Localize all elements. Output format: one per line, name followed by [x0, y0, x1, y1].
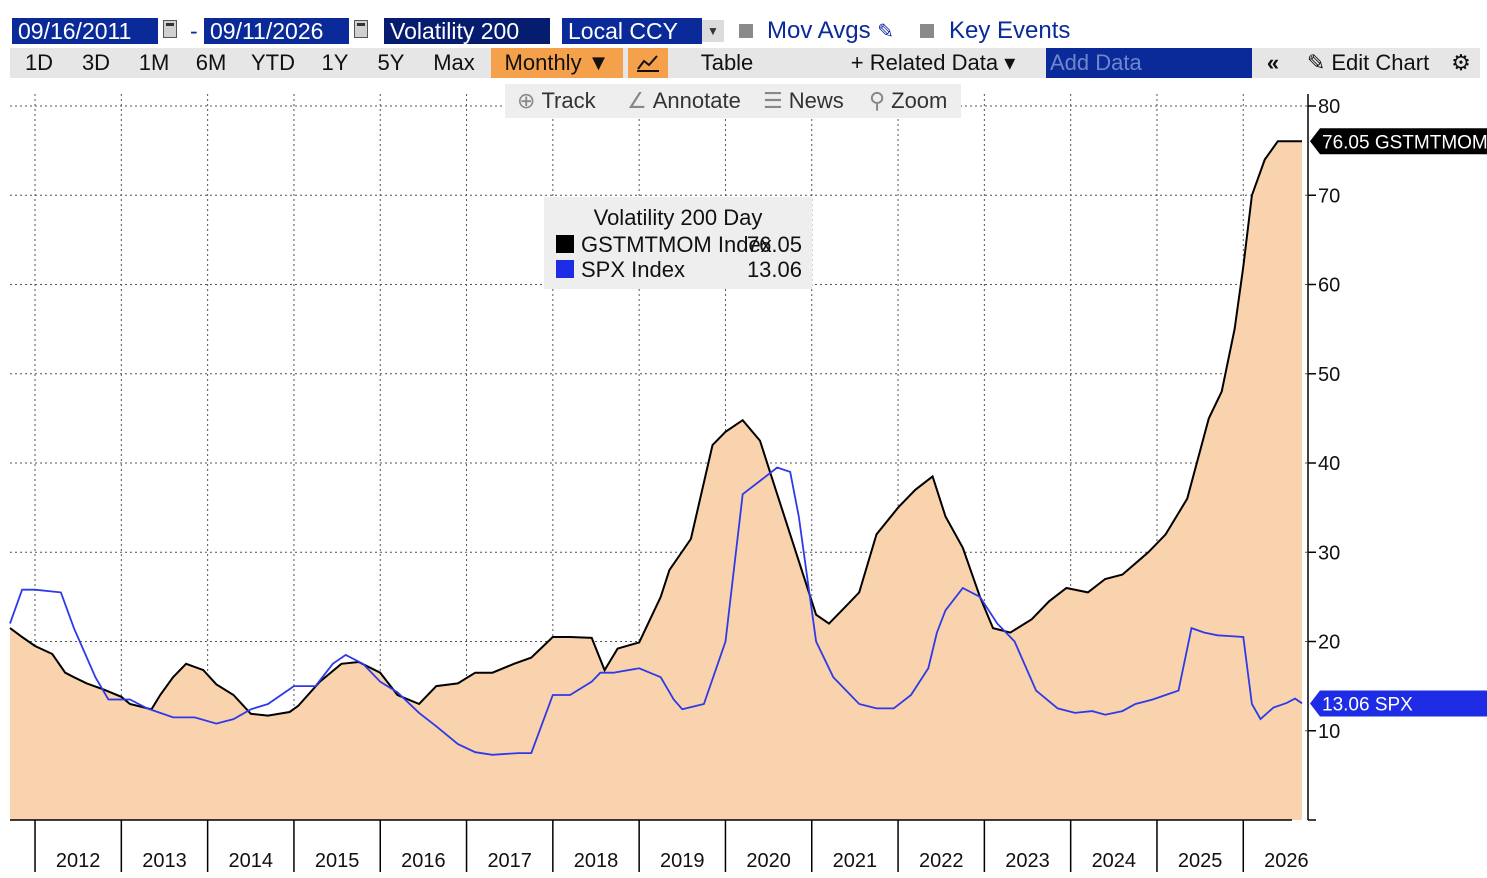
range-button-6m[interactable]: 6M: [195, 50, 227, 75]
gstmtmom-area: [10, 141, 1302, 821]
gstmtmom-line: [9, 140, 1302, 717]
checkbox-mov-avgs[interactable]: [739, 24, 753, 38]
range-button-ytd[interactable]: YTD: [251, 50, 295, 75]
range-button-1d[interactable]: 1D: [24, 50, 54, 75]
news-tool[interactable]: ☰ News: [763, 88, 844, 113]
y-tick-label: 80: [1318, 96, 1340, 118]
legend-value-gstmtmom: 76.05: [746, 232, 802, 257]
pencil-icon[interactable]: ✎: [877, 21, 895, 43]
axes: 80 70 60 50 40 30 20 10 2012 2013 2014 2015 2016 2017…: [10, 94, 1487, 872]
toolbar: 1D 3D 1M 6M YTD 1Y 5Y Max Monthly ▼ Tabl…: [10, 48, 1480, 78]
last-value-tag-bg: [1310, 128, 1487, 155]
x-tick-label: 2020: [746, 850, 791, 872]
add-data-input[interactable]: Add Data: [1046, 48, 1252, 78]
last-value-tag-bg: [1310, 690, 1487, 717]
annotate-icon: ∠: [627, 88, 647, 113]
x-tick-label: 2014: [229, 850, 274, 872]
x-tick-label: 2026: [1264, 850, 1309, 872]
currency-selector[interactable]: Local CCY: [562, 18, 702, 44]
study-selector[interactable]: Volatility 200: [384, 18, 550, 44]
calendar-icon[interactable]: [354, 20, 368, 38]
range-button-1y[interactable]: 1Y: [321, 50, 349, 75]
chart-tools: ⊕ Track ∠ Annotate ☰ News ⚲ Zoom: [505, 84, 961, 118]
key-events-link[interactable]: Key Events: [949, 17, 1071, 44]
y-tick-label: 50: [1318, 364, 1340, 386]
y-tick-label: 60: [1318, 275, 1340, 297]
x-tick-label: 2015: [315, 850, 360, 872]
range-button-max[interactable]: Max: [433, 50, 475, 75]
chevron-down-icon[interactable]: ▼: [702, 20, 724, 42]
legend-name-spx: SPX Index: [581, 257, 685, 282]
x-tick-label: 2021: [833, 850, 878, 872]
x-tick-label: 2017: [487, 850, 532, 872]
y-tick-label: 20: [1318, 632, 1340, 654]
legend-title: Volatility 200 Day: [593, 205, 763, 230]
range-button-3d[interactable]: 3D: [81, 50, 111, 75]
last-value-tag-text: 13.06 SPX: [1322, 694, 1413, 715]
x-tick-label: 2013: [142, 850, 187, 872]
legend: Volatility 200 Day GSTMTMOM Index 76.05 …: [544, 197, 812, 289]
last-value-tag-text: 76.05 GSTMTMOM: [1322, 132, 1487, 153]
news-icon: ☰: [763, 88, 783, 113]
legend-swatch-gstmtmom: [556, 235, 574, 253]
y-tick-label: 30: [1318, 542, 1340, 564]
x-tick-label: 2012: [56, 850, 101, 872]
end-date-input[interactable]: 09/11/2026: [204, 18, 349, 44]
mov-avgs-link[interactable]: Mov Avgs ✎: [767, 17, 895, 44]
crosshair-icon: ⊕: [517, 88, 536, 113]
range-button-5y[interactable]: 5Y: [377, 50, 405, 75]
checkbox-key-events[interactable]: [920, 24, 934, 38]
y-tick-label: 70: [1318, 185, 1340, 207]
last-value-tag: 76.05 GSTMTMOM: [1310, 128, 1487, 155]
calendar-icon[interactable]: [163, 20, 177, 38]
last-value-tag: 13.06 SPX: [1310, 690, 1487, 717]
track-tool[interactable]: ⊕ Track: [517, 88, 596, 113]
x-tick-label: 2023: [1005, 850, 1050, 872]
legend-swatch-spx: [556, 260, 574, 278]
pencil-icon: ✎: [1306, 50, 1332, 75]
spx-line: [9, 466, 1303, 756]
header-bar: 09/16/2011 - 09/11/2026 Volatility 200 L…: [10, 16, 1480, 46]
x-tick-label: 2025: [1178, 850, 1223, 872]
x-tick-label: 2018: [574, 850, 619, 872]
date-separator: -: [190, 18, 198, 44]
line-chart-icon[interactable]: [628, 48, 668, 78]
x-tick-label: 2016: [401, 850, 446, 872]
range-button-1m[interactable]: 1M: [138, 50, 170, 75]
edit-chart-button[interactable]: ✎ Edit Chart: [1306, 50, 1430, 75]
zoom-tool[interactable]: ⚲ Zoom: [869, 88, 948, 113]
start-date-input[interactable]: 09/16/2011: [12, 18, 158, 44]
collapse-icon[interactable]: «: [1266, 50, 1280, 75]
gear-icon[interactable]: ⚙: [1451, 50, 1471, 75]
y-tick-label: 40: [1318, 453, 1340, 475]
legend-value-spx: 13.06: [746, 257, 802, 282]
magnifier-icon: ⚲: [869, 88, 886, 113]
annotate-tool[interactable]: ∠ Annotate: [627, 88, 741, 113]
x-tick-label: 2022: [919, 850, 964, 872]
related-data-button[interactable]: + Related Data ▾: [850, 50, 1016, 75]
table-button[interactable]: Table: [700, 50, 754, 75]
y-tick-label: 10: [1318, 721, 1340, 743]
x-tick-label: 2019: [660, 850, 705, 872]
period-selector[interactable]: Monthly ▼: [491, 48, 623, 78]
legend-name-gstmtmom: GSTMTMOM Index: [581, 232, 772, 257]
x-tick-label: 2024: [1092, 850, 1137, 872]
